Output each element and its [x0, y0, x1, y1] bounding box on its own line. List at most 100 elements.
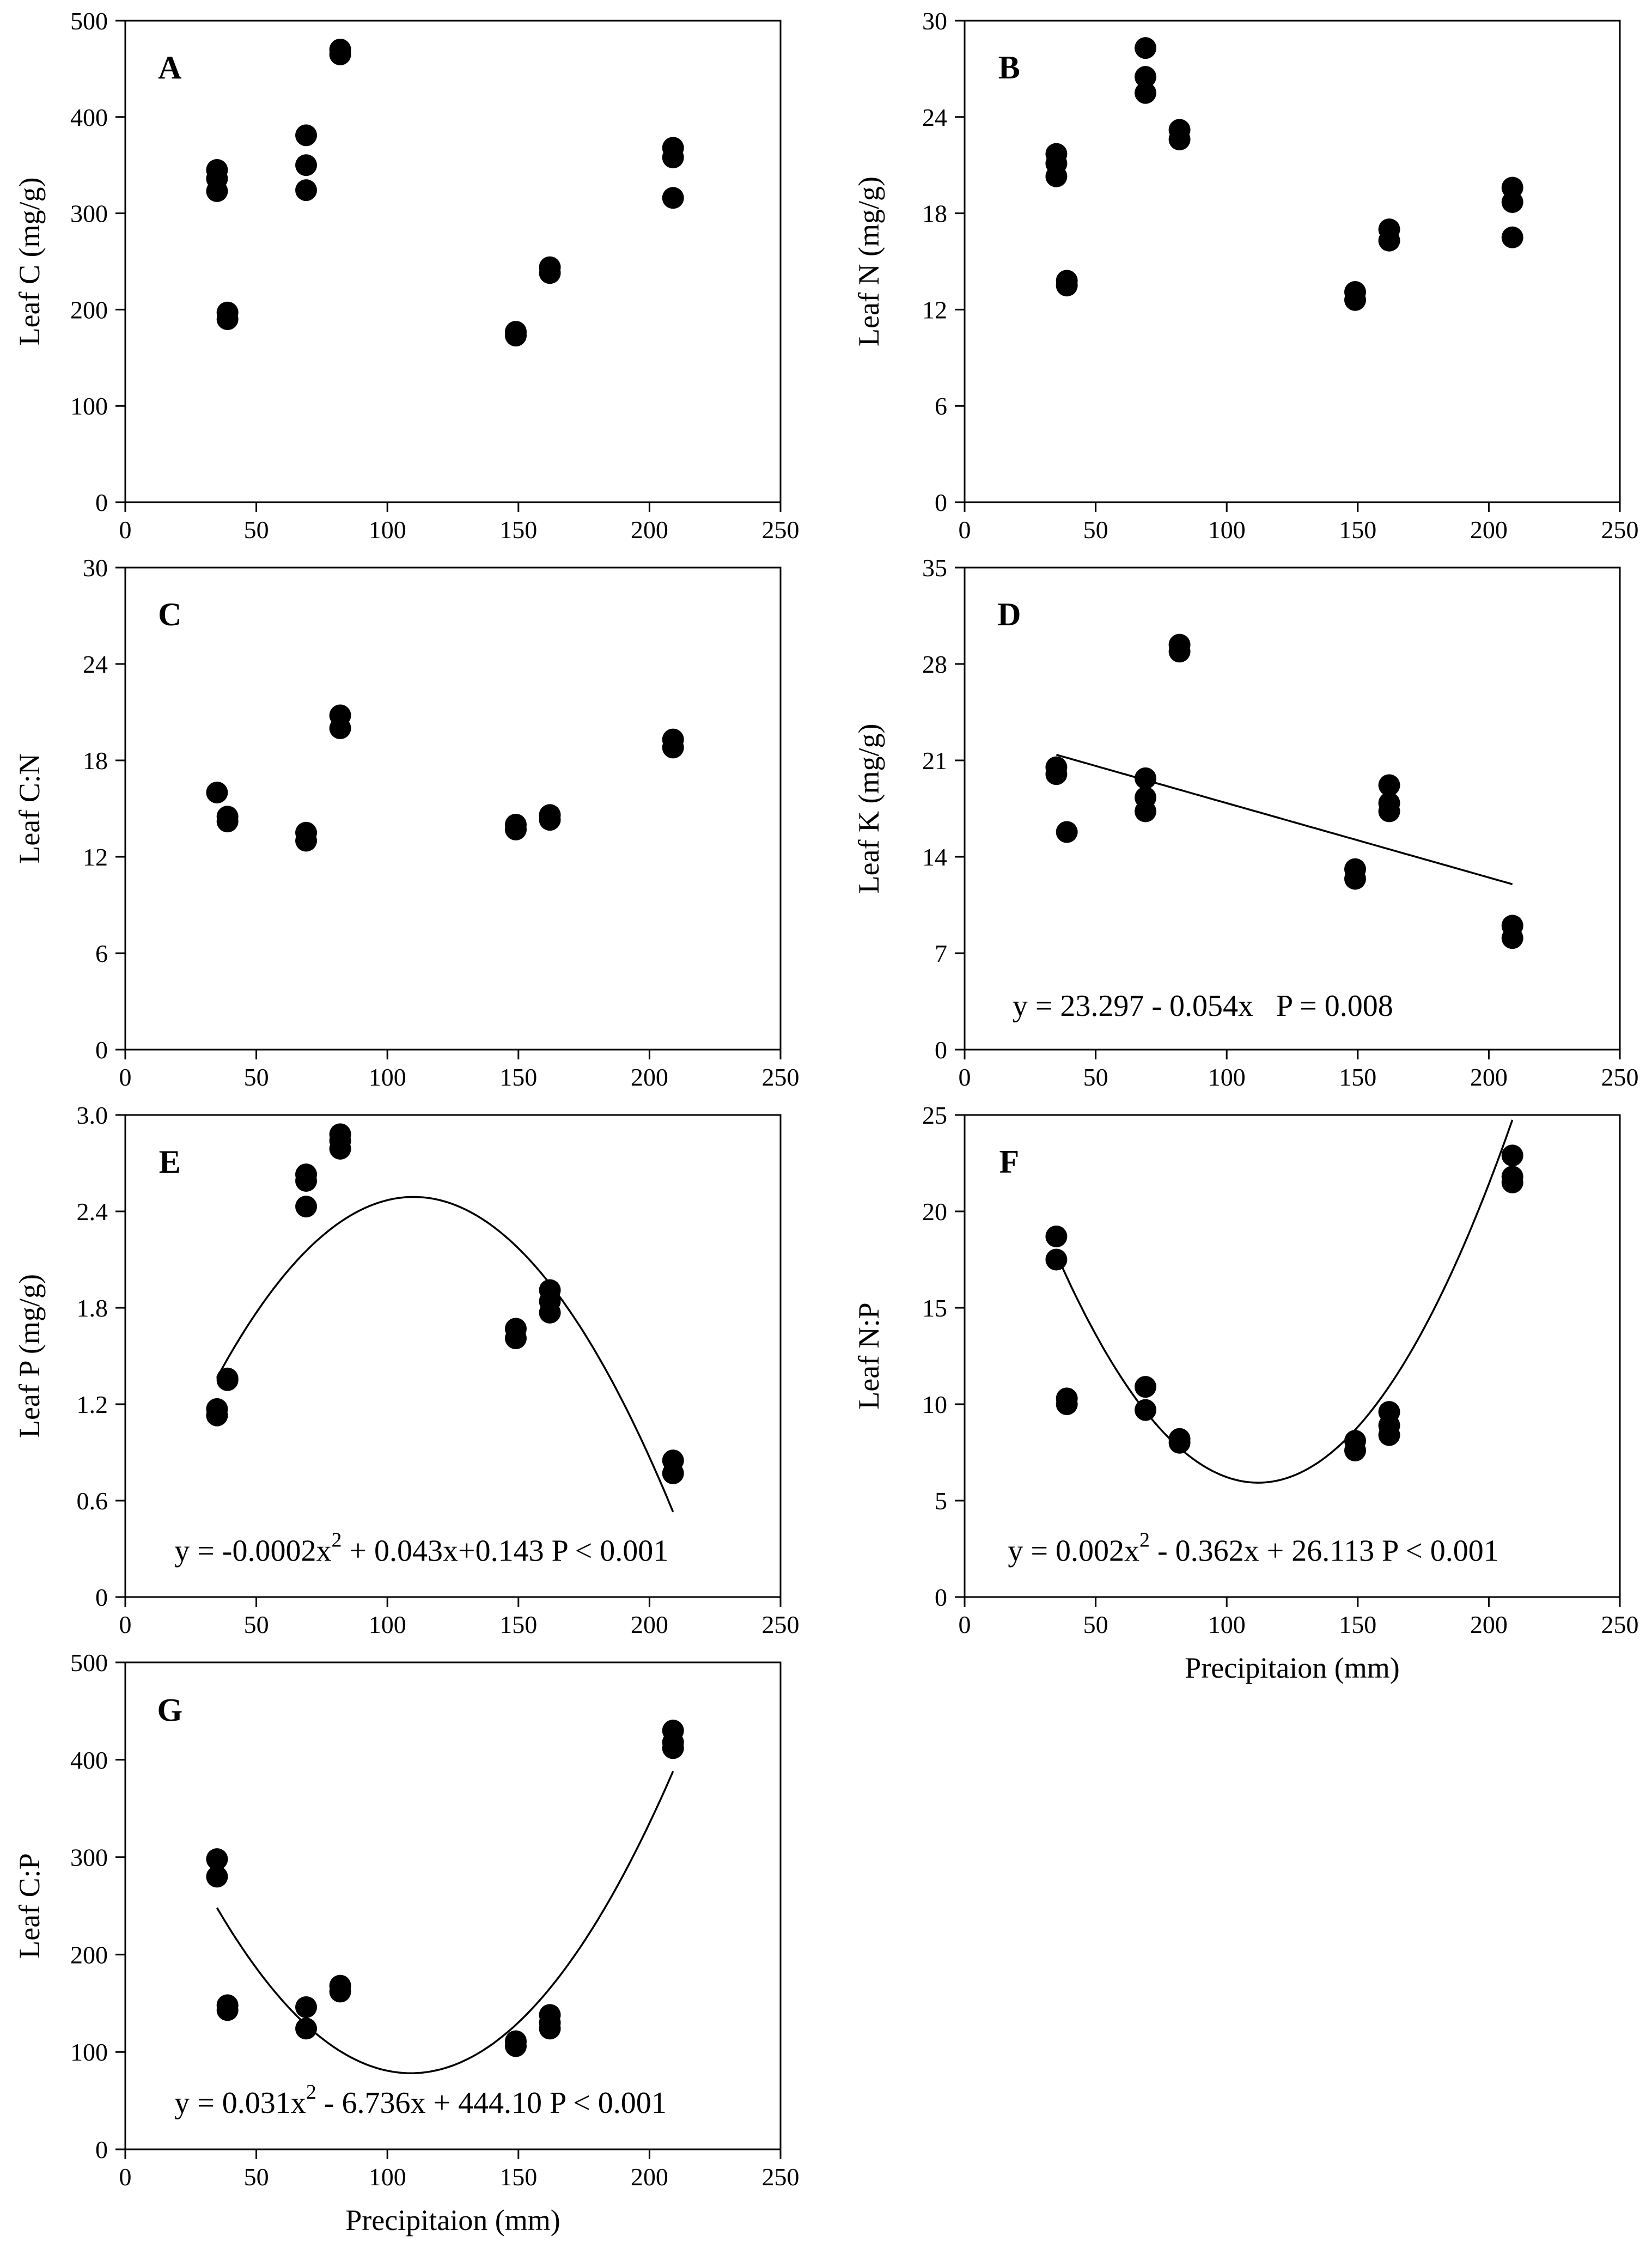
x-tick-label: 100: [1208, 1611, 1246, 1638]
y-tick-label: 200: [70, 1941, 108, 1969]
panel-e: 0 50 100 150 200 250 0 0.6 1.2 1.8 2.4 3.0 Leaf P (m…: [13, 1101, 800, 1638]
data-point: [295, 1169, 318, 1192]
plot-frame: [964, 20, 1621, 503]
data-point: [1344, 289, 1366, 311]
x-tick-label: 50: [244, 1611, 269, 1638]
fit-line: [216, 1771, 674, 2074]
panel-letter: D: [997, 596, 1021, 632]
y-axis-title: Leaf C:P: [13, 1853, 46, 1958]
panel-letter: B: [998, 50, 1020, 86]
data-point: [1378, 774, 1400, 796]
y-tick-label: 15: [922, 1294, 947, 1322]
y-tick-label: 400: [70, 1746, 108, 1774]
x-tick-label: 250: [762, 2163, 800, 2191]
equation-part: + 0.043x+0.143 P < 0.001: [342, 1534, 668, 1568]
data-point: [1135, 82, 1157, 104]
data-point: [329, 1137, 351, 1160]
panel-letter: G: [157, 1692, 182, 1728]
data-point: [1501, 1144, 1523, 1167]
plot-frame: [964, 1114, 1621, 1598]
x-tick-label: 150: [499, 516, 537, 544]
x-tick-label: 250: [762, 1611, 800, 1638]
y-tick-label: 20: [922, 1198, 947, 1226]
data-point: [1045, 165, 1068, 187]
data-point: [1135, 767, 1157, 789]
y-tick-label: 30: [83, 554, 108, 582]
data-point: [206, 180, 228, 202]
regression-equation: y = 0.002x2 - 0.362x + 26.113 P < 0.001: [1008, 1529, 1498, 1568]
panel-d: 0 50 100 150 200 250 0 7 14 21 28 35 Leaf K (mg/g) Dy…: [852, 554, 1639, 1091]
data-point: [539, 1301, 561, 1324]
regression-equation: y = 0.031x2 - 6.736x + 444.10 P < 0.001: [174, 2081, 666, 2120]
y-tick-label: 500: [70, 7, 108, 35]
data-point: [662, 736, 684, 759]
data-point: [1045, 1226, 1068, 1248]
regression-equation: y = 23.297 - 0.054x P = 0.008: [1013, 989, 1393, 1023]
x-tick-label: 150: [499, 1063, 537, 1091]
data-point: [1135, 800, 1157, 822]
y-tick-label: 0: [95, 1036, 108, 1064]
y-tick-label: 7: [935, 940, 947, 967]
data-point: [539, 809, 561, 831]
panel-letter: F: [999, 1144, 1019, 1180]
data-point: [1378, 229, 1400, 252]
y-tick-label: 0.6: [77, 1487, 108, 1515]
x-tick-label: 100: [369, 2163, 406, 2191]
data-point: [539, 262, 561, 284]
equation-part: - 0.362x + 26.113 P < 0.001: [1150, 1534, 1499, 1568]
equation-part: y = 0.002x: [1008, 1534, 1139, 1568]
x-tick-label: 150: [499, 1611, 537, 1638]
y-tick-label: 300: [70, 200, 108, 228]
data-point: [295, 2018, 318, 2040]
data-point: [662, 1462, 684, 1484]
x-tick-label: 150: [1339, 1063, 1376, 1091]
x-tick-label: 0: [959, 1063, 971, 1091]
y-tick-label: 6: [95, 940, 108, 967]
panel-f: 0 50 100 150 200 250 0 5 10 15 20 25 Leaf N:P Precipi…: [852, 1101, 1639, 1684]
y-axis-title: Leaf C (mg/g): [13, 178, 46, 346]
panel-letter: C: [158, 596, 181, 632]
data-point: [504, 2035, 527, 2057]
panel-letter: E: [159, 1144, 181, 1180]
y-tick-label: 400: [70, 103, 108, 131]
data-point: [295, 179, 318, 202]
x-tick-label: 250: [762, 516, 800, 544]
y-tick-label: 3.0: [77, 1101, 108, 1129]
data-point: [295, 154, 318, 176]
y-tick-label: 300: [70, 1844, 108, 1872]
y-tick-label: 35: [922, 554, 947, 582]
plot-frame: [124, 566, 782, 1051]
x-tick-label: 200: [1470, 1611, 1508, 1638]
y-tick-label: 1.8: [77, 1294, 108, 1322]
data-point: [1168, 129, 1191, 151]
data-point: [539, 2018, 561, 2040]
y-tick-label: 500: [70, 1649, 108, 1677]
data-point: [1135, 66, 1157, 88]
data-point: [206, 782, 228, 803]
data-point: [662, 1737, 684, 1759]
x-tick-label: 200: [631, 1063, 668, 1091]
data-point: [1135, 1399, 1157, 1421]
y-tick-label: 30: [922, 7, 947, 35]
y-axis-title: Leaf P (mg/g): [13, 1274, 46, 1438]
equation-exponent: 2: [331, 1529, 342, 1552]
x-tick-label: 150: [1339, 516, 1376, 544]
y-tick-label: 21: [922, 747, 947, 775]
x-tick-label: 50: [1083, 1063, 1108, 1091]
panel-c: 0 50 100 150 200 250 0 6 12 18 24 30 Leaf C:N C: [13, 554, 800, 1091]
data-point: [206, 1848, 228, 1870]
y-tick-label: 0: [95, 489, 108, 516]
x-tick-label: 200: [1470, 1063, 1508, 1091]
data-point: [295, 1196, 318, 1218]
data-point: [1344, 868, 1366, 890]
y-tick-label: 5: [935, 1487, 947, 1515]
equation-part: - 6.736x + 444.10 P < 0.001: [316, 2086, 667, 2120]
data-point: [1045, 763, 1068, 785]
y-tick-label: 6: [935, 392, 947, 420]
data-point: [1168, 1431, 1191, 1454]
data-point: [295, 124, 318, 147]
x-tick-label: 100: [369, 1611, 406, 1638]
panel-g: 0 50 100 150 200 250 0 100 200 300 400 500 Leaf C:P P…: [13, 1649, 800, 2236]
plot-frame: [124, 1114, 782, 1598]
